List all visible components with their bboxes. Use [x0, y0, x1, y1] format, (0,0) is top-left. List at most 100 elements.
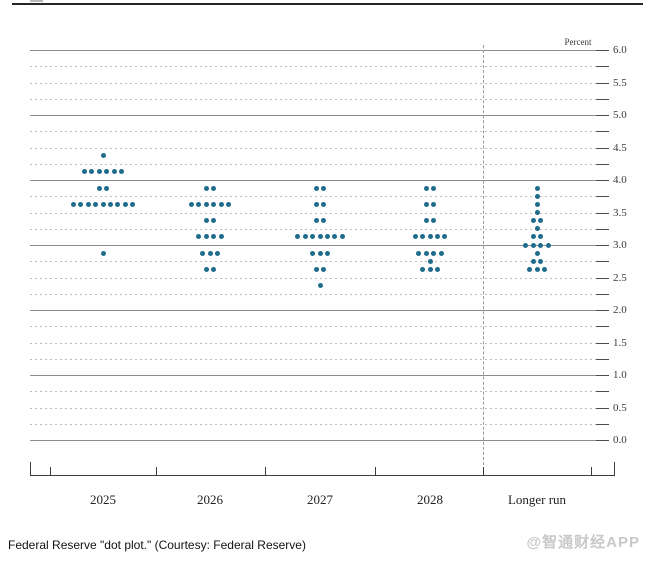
dot-longer-run-3.625 [534, 201, 540, 207]
gridline-0.25 [30, 423, 596, 425]
top-divider-rule [12, 3, 643, 5]
dot-2027-2.875 [310, 250, 316, 256]
dot-2027-3.125 [332, 234, 338, 240]
y-axis-label-6.0: 6.0 [613, 44, 627, 56]
y-tick-5.25 [596, 98, 609, 100]
gridline-1.00 [30, 375, 596, 376]
dot-2028-3.875 [423, 185, 429, 191]
dot-2027-2.625 [321, 266, 327, 272]
x-axis-label-2025: 2025 [90, 492, 116, 507]
gridline-3.25 [30, 228, 596, 230]
y-tick-1.75 [596, 326, 609, 328]
dot-longer-run-2.75 [530, 258, 536, 264]
y-tick-4.50 [596, 147, 609, 149]
dot-2025-3.625 [85, 201, 91, 207]
y-axis-label-3.0: 3.0 [613, 239, 627, 251]
dot-2026-2.875 [214, 250, 220, 256]
dot-2027-3.875 [313, 185, 319, 191]
x-axis-tick [265, 467, 266, 475]
dot-2028-3.625 [423, 201, 429, 207]
dot-2026-3.625 [203, 201, 209, 207]
x-axis-label-2027: 2027 [307, 492, 333, 507]
dot-longer-run-3.75 [534, 193, 540, 199]
x-axis-right-cap [614, 462, 615, 475]
y-tick-5.50 [596, 82, 609, 84]
y-tick-0.75 [596, 391, 609, 393]
dot-longer-run-3 [545, 242, 551, 248]
dot-2027-3.875 [321, 185, 327, 191]
dot-2028-2.625 [434, 266, 440, 272]
dot-2028-3.375 [423, 218, 429, 224]
dot-2025-3.625 [93, 201, 99, 207]
dot-2025-3.625 [122, 201, 128, 207]
dot-longer-run-2.625 [541, 266, 547, 272]
dot-2027-3.625 [313, 201, 319, 207]
dot-2026-3.375 [211, 218, 217, 224]
gridline-2.50 [30, 277, 596, 279]
x-axis-tick [483, 467, 484, 475]
dot-longer-run-3 [538, 242, 544, 248]
dot-2027-2.875 [324, 250, 330, 256]
gridline-0.50 [30, 407, 596, 409]
dot-2026-3.625 [226, 201, 231, 207]
dot-2027-3.625 [321, 201, 327, 207]
y-tick-5.75 [596, 66, 609, 68]
dot-2027-3.375 [321, 218, 327, 224]
y-tick-3.75 [596, 196, 609, 198]
y-tick-6.00 [596, 50, 609, 51]
dot-2026-2.625 [203, 266, 209, 272]
dot-longer-run-3.5 [534, 210, 540, 215]
dot-2025-3.875 [96, 185, 102, 191]
gridline-3.00 [30, 245, 596, 246]
y-tick-2.25 [596, 293, 609, 295]
gridline-5.75 [30, 66, 596, 68]
y-axis-label-0.0: 0.0 [613, 434, 627, 446]
dot-2026-3.625 [196, 201, 202, 207]
dot-2028-3.875 [431, 185, 437, 191]
y-axis-label-4.0: 4.0 [613, 174, 627, 186]
gridline-0.75 [30, 391, 596, 393]
dot-2027-2.625 [313, 266, 319, 272]
dot-2025-3.625 [115, 201, 121, 207]
dot-longer-run-2.875 [534, 250, 540, 256]
dot-2026-3.875 [203, 185, 209, 191]
gridline-1.75 [30, 326, 596, 328]
dot-2026-3.125 [196, 234, 202, 240]
dot-2025-2.875 [100, 250, 106, 256]
gridline-4.25 [30, 163, 596, 165]
gridline-4.00 [30, 180, 596, 181]
dot-longer-run-3.375 [530, 218, 536, 224]
dot-2028-2.875 [423, 250, 429, 256]
y-axis-label-1.5: 1.5 [613, 336, 627, 349]
dot-2025-4.125 [104, 169, 110, 175]
dot-2027-3.125 [339, 234, 345, 240]
x-axis-label-2028: 2028 [417, 492, 443, 507]
y-tick-4.75 [596, 131, 609, 133]
x-axis-left-cap [30, 462, 31, 475]
dot-2028-3.125 [442, 234, 448, 240]
dot-longer-run-3.25 [534, 226, 540, 232]
dot-2025-4.125 [96, 169, 102, 175]
dot-longer-run-2.625 [534, 266, 540, 272]
dot-2027-3.375 [313, 218, 319, 224]
chart-caption: Federal Reserve "dot plot." (Courtesy: F… [8, 538, 306, 552]
y-axis-label-5.0: 5.0 [613, 109, 627, 121]
x-axis-tick [156, 467, 157, 475]
dot-2026-3.375 [203, 218, 209, 224]
y-tick-1.25 [596, 358, 609, 360]
dot-2026-2.875 [200, 250, 206, 256]
dot-2026-3.125 [211, 234, 217, 240]
dot-longer-run-2.75 [538, 258, 544, 264]
y-tick-0.25 [596, 423, 609, 425]
gridline-6.00 [30, 50, 596, 51]
y-axis-label-2.5: 2.5 [613, 271, 627, 284]
dot-2026-3.625 [189, 201, 194, 207]
dot-2025-4.375 [100, 153, 106, 159]
dot-longer-run-3.125 [538, 234, 544, 240]
dot-2028-2.625 [420, 266, 426, 272]
y-tick-5.00 [596, 115, 609, 116]
dot-2026-3.625 [211, 201, 217, 207]
dot-2028-3.125 [427, 234, 433, 240]
gridline-5.50 [30, 82, 596, 84]
